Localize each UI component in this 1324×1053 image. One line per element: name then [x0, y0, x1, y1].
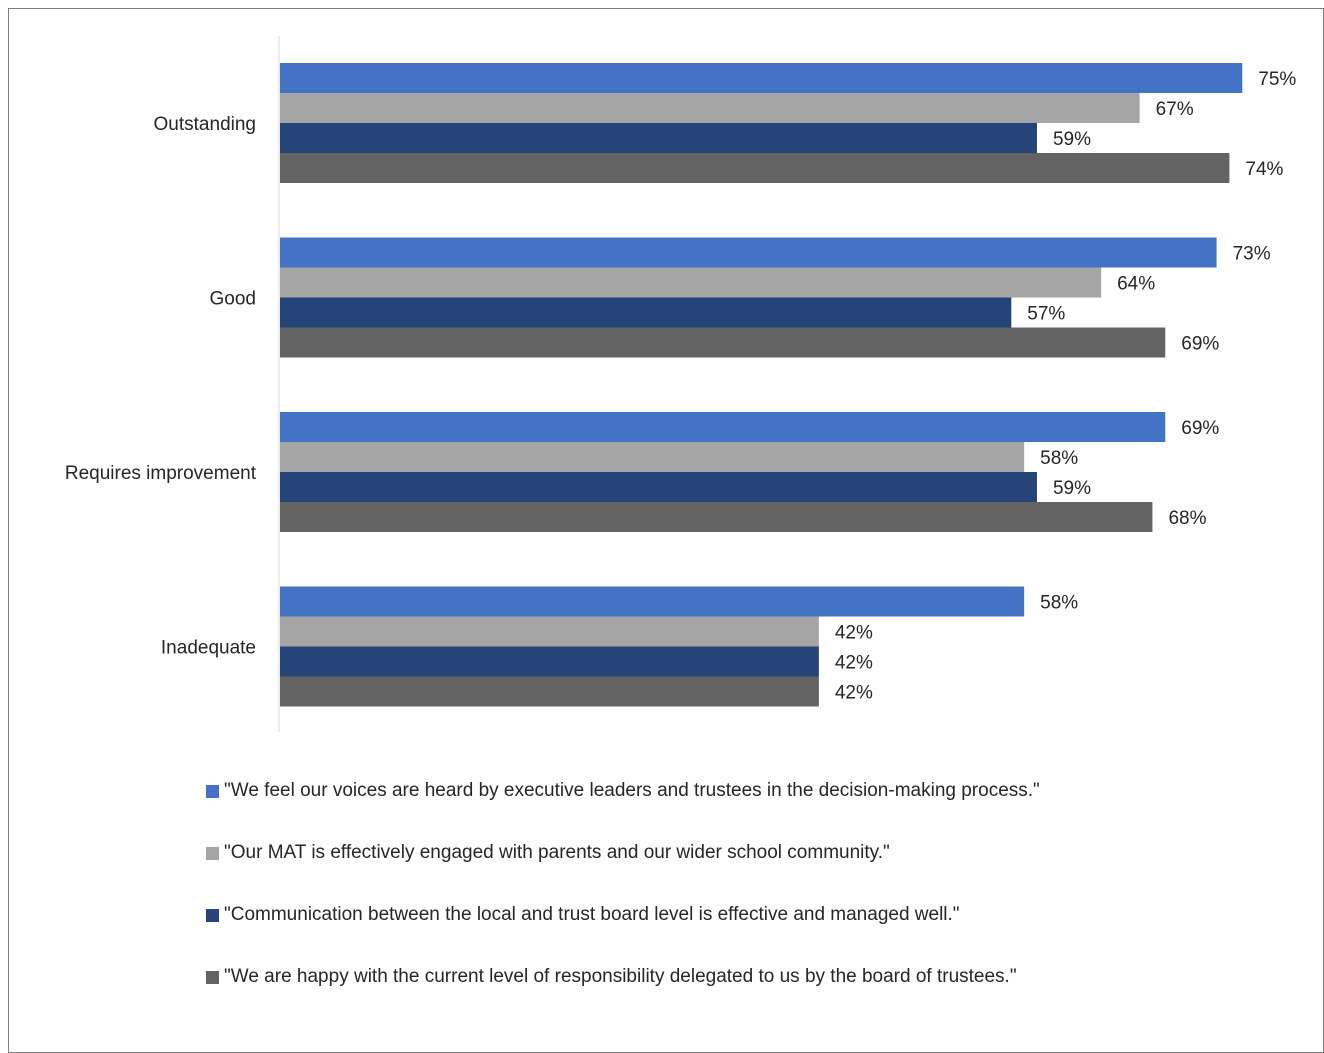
data-label: 69% — [1181, 418, 1219, 439]
bar — [280, 237, 1217, 268]
bar — [280, 586, 1025, 617]
bar — [280, 412, 1166, 442]
data-label: 58% — [1040, 448, 1078, 469]
category-label: Requires improvement — [65, 463, 257, 484]
data-label: 42% — [835, 623, 873, 644]
bar — [280, 646, 819, 677]
data-label: 73% — [1233, 244, 1271, 265]
legend-label: "Our MAT is effectively engaged with par… — [224, 842, 890, 863]
bar — [280, 502, 1153, 532]
category-label: Outstanding — [154, 114, 256, 135]
data-label: 59% — [1053, 129, 1091, 150]
bar — [280, 123, 1037, 153]
legend-label: "We are happy with the current level of … — [224, 966, 1017, 987]
bar — [280, 267, 1102, 298]
data-label: 68% — [1168, 508, 1206, 529]
legend-swatch — [206, 784, 219, 798]
legend-swatch — [206, 846, 219, 860]
legend-label: "We feel our voices are heard by executi… — [224, 780, 1040, 801]
legend-label: "Communication between the local and tru… — [224, 904, 960, 925]
chart-legend: "We feel our voices are heard by executi… — [206, 760, 1306, 1008]
legend-swatch — [206, 970, 219, 984]
legend-item: "We are happy with the current level of … — [206, 946, 1306, 1008]
data-label: 74% — [1245, 159, 1283, 180]
bar — [280, 153, 1230, 183]
data-label: 57% — [1027, 304, 1065, 325]
data-label: 67% — [1156, 99, 1194, 120]
data-label: 42% — [835, 683, 873, 704]
bar — [280, 616, 819, 647]
bar — [280, 63, 1243, 93]
legend-swatch — [206, 908, 219, 922]
category-label: Inadequate — [161, 638, 256, 659]
legend-item: "Our MAT is effectively engaged with par… — [206, 822, 1306, 884]
legend-item: "Communication between the local and tru… — [206, 884, 1306, 946]
bar — [280, 472, 1037, 502]
data-label: 75% — [1258, 69, 1296, 90]
bar — [280, 93, 1140, 123]
data-label: 69% — [1181, 334, 1219, 355]
bar — [280, 327, 1166, 358]
bar-chart: 75% 67% 59% 74% 73% 64% 57% 69% 69% 58% 59% 68% 58% 4… — [65, 36, 1296, 732]
bar-group: 75% 67% 59% 74% 73% 64% 57% 69% 69% 58% 59% 68% 58% 4… — [280, 63, 1296, 707]
bar — [280, 297, 1012, 328]
data-label: 64% — [1117, 274, 1155, 295]
bar — [280, 676, 819, 707]
data-label: 58% — [1040, 593, 1078, 614]
legend-item: "We feel our voices are heard by executi… — [206, 760, 1306, 822]
bar — [280, 442, 1025, 472]
data-label: 59% — [1053, 478, 1091, 499]
data-label: 42% — [835, 653, 873, 674]
category-label: Good — [210, 289, 256, 310]
